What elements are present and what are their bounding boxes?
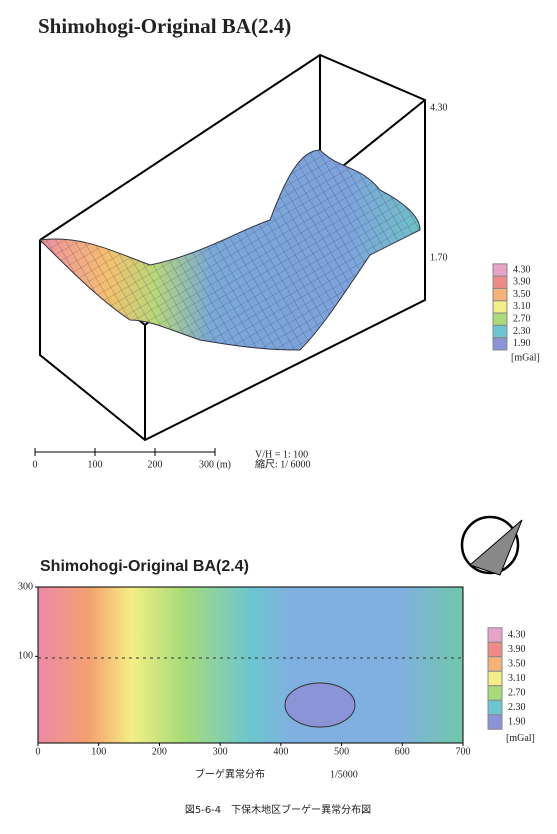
scale-label: 0 — [33, 459, 38, 470]
contour-map — [37, 586, 464, 744]
x-tick-label: 0 — [36, 746, 41, 757]
x-tick-label: 600 — [395, 746, 410, 757]
legend-label: 3.50 — [513, 289, 531, 300]
legend-label: 2.30 — [513, 326, 531, 337]
legend-label: 3.10 — [508, 673, 526, 684]
x-tick-label: 400 — [273, 746, 288, 757]
legend-swatch — [487, 685, 503, 701]
legend-label: 3.50 — [508, 658, 526, 669]
title: Shimohogi-Original BA(2.4) — [38, 14, 291, 38]
y-tick-label: 300 — [18, 581, 33, 592]
scale-label: 100 — [88, 459, 103, 470]
legend-swatch — [492, 287, 508, 302]
caption: 図5-6-4 下保木地区ブーゲー異常分布図 — [185, 803, 371, 816]
legend-label: 1.90 — [513, 338, 531, 349]
x-tick-label: 100 — [91, 746, 106, 757]
scale-label: 200 — [148, 459, 163, 470]
legend-label: 2.70 — [508, 687, 526, 698]
x-tick-label: 200 — [152, 746, 167, 757]
legend-swatch — [492, 300, 508, 314]
legend-unit: [mGal] — [506, 733, 535, 744]
legend-swatch — [487, 656, 503, 672]
legend-swatch — [487, 714, 503, 730]
map-scale: 1/5000 — [330, 769, 358, 780]
x-tick-label: 300 — [213, 746, 228, 757]
y-tick-label: 100 — [18, 651, 33, 662]
legend-swatch — [492, 263, 508, 277]
legend-swatch — [487, 699, 503, 716]
compass — [460, 515, 520, 575]
legend-label: 4.30 — [513, 264, 531, 275]
legend-label: 3.90 — [508, 644, 526, 655]
legend-swatch — [492, 324, 508, 339]
subcaption: ブーゲ異常分布 — [195, 767, 265, 780]
legend-label: 2.30 — [508, 702, 526, 713]
scale-note: 縮尺: 1/ 6000 — [255, 457, 311, 470]
z-tick-label: 1.70 — [430, 252, 448, 263]
legend-label: 1.90 — [508, 716, 526, 727]
legend-swatch — [492, 312, 508, 326]
surface-mesh — [40, 150, 420, 350]
vh-ratio: V/H = 1: 100 — [255, 449, 308, 460]
z-tick-label: 4.30 — [430, 102, 448, 113]
x-tick-label: 500 — [334, 746, 349, 757]
low-zone — [284, 682, 356, 728]
compass-needle — [469, 519, 523, 576]
legend-swatch — [492, 275, 508, 289]
legend-swatch — [487, 641, 503, 658]
x-tick-label: 700 — [456, 746, 471, 757]
legend-label: 3.90 — [513, 277, 531, 288]
legend-swatch — [487, 627, 503, 643]
legend-swatch — [492, 337, 508, 351]
legend-label: 3.10 — [513, 301, 531, 312]
legend-unit: [mGal] — [511, 352, 540, 363]
scale-label: 300 (m) — [199, 459, 231, 470]
legend-label: 4.30 — [508, 629, 526, 640]
legend-label: 2.70 — [513, 313, 531, 324]
title: Shimohogi-Original BA(2.4) — [40, 558, 249, 575]
legend-swatch — [487, 670, 503, 687]
